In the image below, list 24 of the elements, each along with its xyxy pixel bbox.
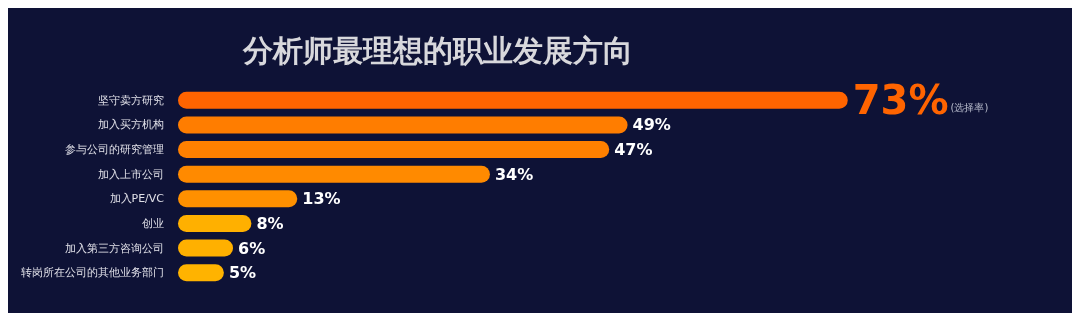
data-label: 34% [494, 164, 534, 184]
y-tick-label: 创业 [142, 216, 164, 230]
data-label: 5% [228, 263, 257, 283]
data-label: 6% [238, 238, 266, 258]
y-tick-label: 加入PE/VC [109, 192, 165, 206]
bar [178, 190, 298, 208]
y-tick-label: 加入上市公司 [98, 167, 164, 181]
y-tick-label: 加入第三方咨询公司 [65, 241, 164, 255]
bar [178, 141, 610, 159]
data-label: 8% [256, 213, 284, 233]
text: (选择率) [950, 101, 989, 113]
y-tick-label: 参与公司的研究管理 [65, 143, 164, 157]
data-label: 49% [632, 115, 671, 135]
data-label: 47% [614, 140, 653, 160]
bar [178, 116, 628, 134]
y-tick-label: 坚守卖方研究 [98, 93, 164, 107]
bar [178, 165, 490, 183]
bar [178, 214, 252, 232]
y-tick-label: 转岗所在公司的其他业务部门 [21, 266, 164, 280]
chart-title: 分析师最理想的职业发展方向 [242, 32, 633, 68]
data-label: 73% [852, 77, 949, 124]
bar [178, 91, 848, 109]
y-tick-label: 加入买方机构 [98, 118, 164, 132]
data-label: 13% [302, 189, 341, 209]
